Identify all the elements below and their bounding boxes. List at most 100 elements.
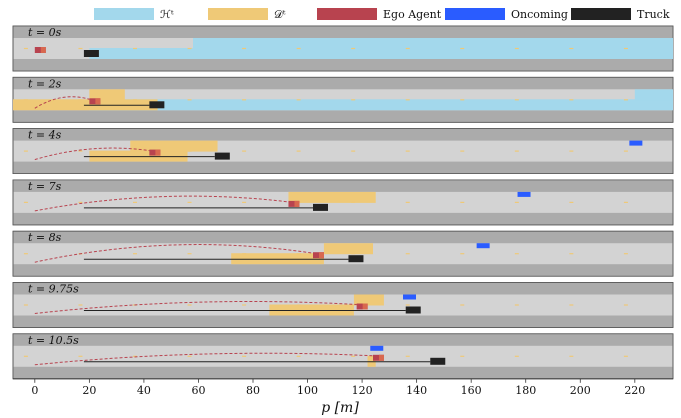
road-border — [12, 179, 674, 226]
legend-item-ego: Ego Agent — [317, 8, 442, 21]
ego-agent-front — [362, 303, 368, 310]
upper-shoulder — [13, 333, 673, 346]
ego-agent — [149, 149, 161, 156]
upper-shoulder — [13, 128, 673, 141]
h-region — [634, 89, 673, 101]
ego-path — [34, 195, 289, 212]
ego-agent-front — [40, 47, 46, 53]
d-region — [323, 243, 373, 255]
panel-time-label: t = 7s — [28, 180, 62, 193]
legend-item-H: ℋᵗ — [94, 8, 174, 21]
tick-label: 0 — [31, 384, 38, 397]
h-region — [89, 48, 673, 59]
legend-label-D: 𝒟ᵗ — [274, 8, 286, 21]
x-axis: 0 20 40 60 80 100 120 140 160 180 200 220 p [m] — [13, 378, 673, 416]
ego-path — [34, 301, 357, 314]
upper-shoulder — [13, 231, 673, 244]
tick-label: 60 — [191, 384, 205, 397]
ego-agent — [89, 98, 101, 105]
legend-label-truck: Truck — [637, 8, 670, 21]
legend-swatch-H — [94, 8, 154, 20]
panel-4: t = 8s — [12, 230, 674, 277]
panel-time-label: t = 9.75s — [28, 283, 79, 296]
legend-swatch-oncoming — [445, 8, 505, 20]
tick-label: 100 — [297, 384, 318, 397]
ego-agent-front — [95, 98, 101, 105]
d-region — [89, 89, 125, 101]
oncoming-vehicle — [517, 191, 531, 197]
d-region — [353, 294, 384, 306]
x-axis-label: p [m] — [321, 400, 359, 416]
h-region — [193, 38, 673, 49]
upper-shoulder — [13, 26, 673, 38]
panel-time-label: t = 4s — [28, 129, 62, 142]
lower-shoulder — [13, 212, 673, 225]
truck — [430, 357, 446, 365]
d-region — [288, 191, 376, 203]
tick-label: 200 — [570, 384, 591, 397]
panel-1: t = 2s — [12, 76, 674, 123]
legend-item-truck: Truck — [571, 8, 670, 21]
tick-label: 220 — [624, 384, 645, 397]
scenario-panels: t = 0s t = 2s t = 4s t = 7s t = 8s t = 9.75s t… — [12, 25, 674, 380]
panel-0: t = 0s — [12, 25, 674, 72]
road-border — [12, 230, 674, 277]
panel-time-label: t = 0s — [28, 26, 62, 39]
lower-shoulder — [13, 110, 673, 123]
truck — [214, 152, 230, 160]
panel-time-label: t = 2s — [28, 77, 62, 90]
tick-label: 120 — [352, 384, 373, 397]
legend-label-ego: Ego Agent — [383, 8, 442, 21]
panel-5: t = 9.75s — [12, 282, 674, 328]
ego-path — [34, 244, 314, 263]
ego-agent — [373, 354, 384, 361]
ego-path — [34, 147, 150, 161]
legend-swatch-truck — [571, 8, 631, 20]
upper-shoulder — [13, 77, 673, 90]
truck — [83, 50, 99, 57]
tick-label: 160 — [461, 384, 482, 397]
oncoming-vehicle — [403, 294, 416, 300]
tick-label: 140 — [406, 384, 427, 397]
ego-agent-front — [155, 149, 161, 156]
h-region — [89, 99, 673, 111]
road-border — [12, 282, 674, 328]
legend: ℋᵗ 𝒟ᵗ Ego Agent Oncoming Traffic Truck — [94, 8, 670, 21]
panel-3: t = 7s — [12, 179, 674, 226]
tick-label: 20 — [82, 384, 96, 397]
ego-agent — [313, 252, 324, 259]
tick-label: 80 — [246, 384, 260, 397]
upper-shoulder — [13, 179, 673, 192]
upper-shoulder — [13, 282, 673, 295]
legend-label-H: ℋᵗ — [160, 8, 174, 21]
lower-shoulder — [13, 315, 673, 328]
lower-shoulder — [13, 366, 673, 379]
ego-agent — [288, 200, 300, 207]
panel-6: t = 10.5s — [12, 333, 674, 380]
lower-shoulder — [13, 161, 673, 174]
ego-path — [34, 96, 90, 109]
ego-agent — [34, 47, 46, 53]
d-region — [130, 140, 218, 152]
ego-agent-front — [294, 200, 300, 207]
truck — [313, 203, 328, 211]
panel-time-label: t = 10.5s — [28, 334, 79, 347]
ego-agent-front — [319, 252, 324, 259]
lower-shoulder — [13, 59, 673, 71]
panel-2: t = 4s — [12, 128, 674, 175]
legend-item-D: 𝒟ᵗ — [208, 8, 286, 21]
legend-swatch-D — [208, 8, 268, 20]
tick-label: 40 — [137, 384, 151, 397]
legend-swatch-ego — [317, 8, 377, 20]
road-border — [12, 128, 674, 175]
tick-label: 180 — [515, 384, 536, 397]
truck — [348, 255, 364, 263]
lower-shoulder — [13, 264, 673, 277]
oncoming-vehicle — [370, 345, 384, 351]
oncoming-vehicle — [629, 140, 643, 146]
ego-agent-front — [379, 354, 384, 361]
truck — [149, 101, 165, 109]
ego-agent — [356, 303, 368, 310]
oncoming-vehicle — [476, 243, 490, 249]
